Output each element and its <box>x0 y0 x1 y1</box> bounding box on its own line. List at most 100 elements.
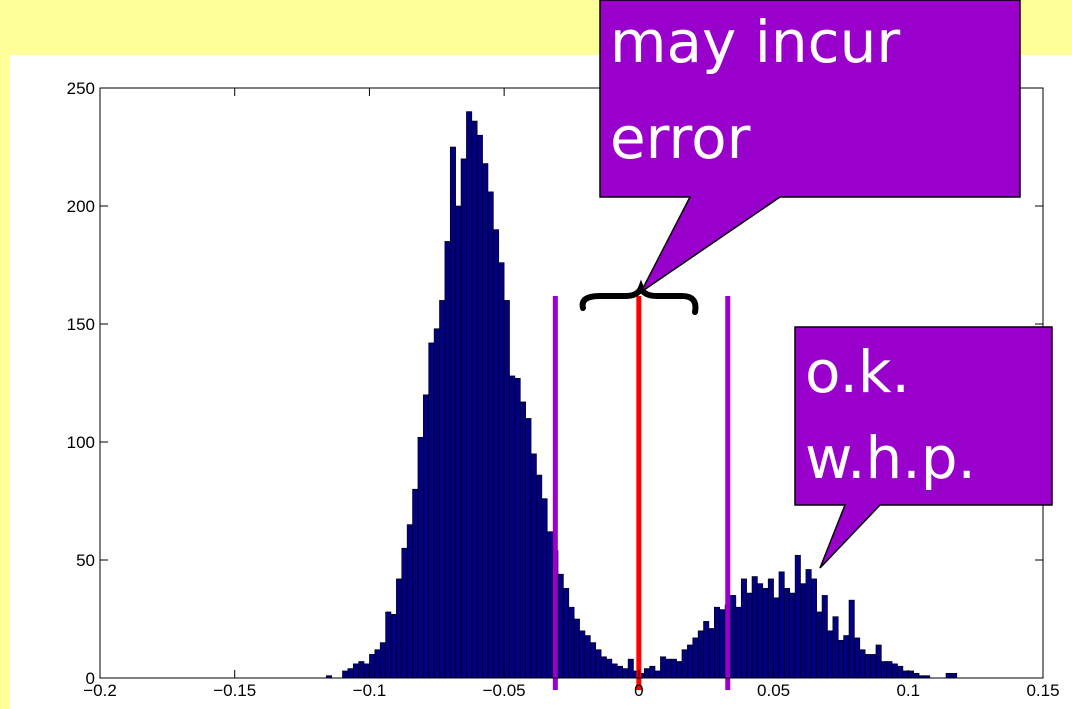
x-tick-label: 0 <box>634 681 643 700</box>
y-tick-label: 200 <box>67 197 95 216</box>
callout-text: w.h.p. <box>805 424 976 492</box>
bar <box>412 488 419 679</box>
bar <box>913 672 920 679</box>
bar <box>751 576 758 679</box>
bar <box>363 663 370 679</box>
bar <box>649 665 656 679</box>
bar <box>514 377 521 679</box>
x-tick-label: −0.1 <box>353 681 387 700</box>
bar <box>773 597 780 679</box>
bar <box>719 609 726 679</box>
bar <box>568 606 575 679</box>
bar <box>530 453 537 679</box>
bar <box>541 498 548 679</box>
bar <box>800 583 807 679</box>
bar <box>708 628 715 679</box>
bar <box>902 670 909 679</box>
bar <box>498 262 505 679</box>
bar <box>406 524 413 679</box>
bar <box>466 111 473 679</box>
bar <box>848 599 855 679</box>
bar <box>891 663 898 679</box>
bar <box>428 342 435 679</box>
bar <box>794 554 801 679</box>
bar <box>379 642 386 679</box>
bar <box>907 670 914 679</box>
bar <box>460 158 467 679</box>
bar <box>886 661 893 679</box>
bar <box>692 637 699 679</box>
bar <box>789 592 796 679</box>
bar <box>449 146 456 679</box>
bar <box>536 474 543 679</box>
callout-box <box>599 0 1021 293</box>
bar <box>735 606 742 679</box>
bar <box>573 618 580 679</box>
bar <box>697 630 704 679</box>
bar <box>579 630 586 679</box>
bar <box>767 578 774 679</box>
bar <box>816 611 823 679</box>
x-tick-label: −0.15 <box>213 681 256 700</box>
bar <box>493 229 500 679</box>
bar <box>444 241 451 679</box>
y-tick-label: 100 <box>67 433 95 452</box>
bar <box>487 191 494 679</box>
x-tick-label: 0.1 <box>896 681 920 700</box>
bar <box>805 569 812 679</box>
bar <box>730 595 737 679</box>
bar <box>476 134 483 679</box>
bar <box>945 672 952 679</box>
bar <box>670 658 677 679</box>
bar <box>590 642 597 679</box>
bar <box>385 611 392 679</box>
bar <box>843 635 850 679</box>
bar <box>509 375 516 679</box>
bar <box>746 592 753 679</box>
callout-box <box>794 326 1053 569</box>
brace <box>579 279 699 315</box>
bar <box>859 649 866 679</box>
bar <box>600 656 607 679</box>
bar <box>821 595 828 679</box>
bar <box>584 635 591 679</box>
bar <box>423 394 430 679</box>
bar <box>762 588 769 679</box>
bar <box>778 571 785 679</box>
x-tick-label: 0.15 <box>1026 681 1059 700</box>
bar <box>347 668 354 679</box>
y-tick-label: 0 <box>86 669 95 688</box>
bar <box>837 639 844 679</box>
bar <box>622 668 629 679</box>
y-tick-label: 150 <box>67 315 95 334</box>
bar <box>757 583 764 679</box>
x-tick-label: 0.05 <box>757 681 790 700</box>
bar <box>713 606 720 679</box>
bar <box>627 658 634 679</box>
bar <box>703 621 710 679</box>
callout-text: o.k. <box>805 338 910 406</box>
bar <box>503 300 510 679</box>
bar <box>401 547 408 679</box>
bar <box>374 649 381 679</box>
bar <box>832 616 839 679</box>
bar <box>482 163 489 679</box>
bar <box>342 670 349 679</box>
x-tick-label: −0.05 <box>483 681 526 700</box>
bar <box>455 205 462 679</box>
y-tick-label: 50 <box>76 551 95 570</box>
bar <box>654 670 661 679</box>
bar <box>546 531 553 679</box>
bar <box>595 649 602 679</box>
bar <box>681 649 688 679</box>
bar <box>563 588 570 679</box>
bar <box>854 637 861 679</box>
bar <box>433 328 440 679</box>
bar <box>784 588 791 679</box>
bar <box>520 401 526 679</box>
bar <box>352 663 359 679</box>
bar <box>525 418 532 679</box>
bar <box>660 656 667 679</box>
